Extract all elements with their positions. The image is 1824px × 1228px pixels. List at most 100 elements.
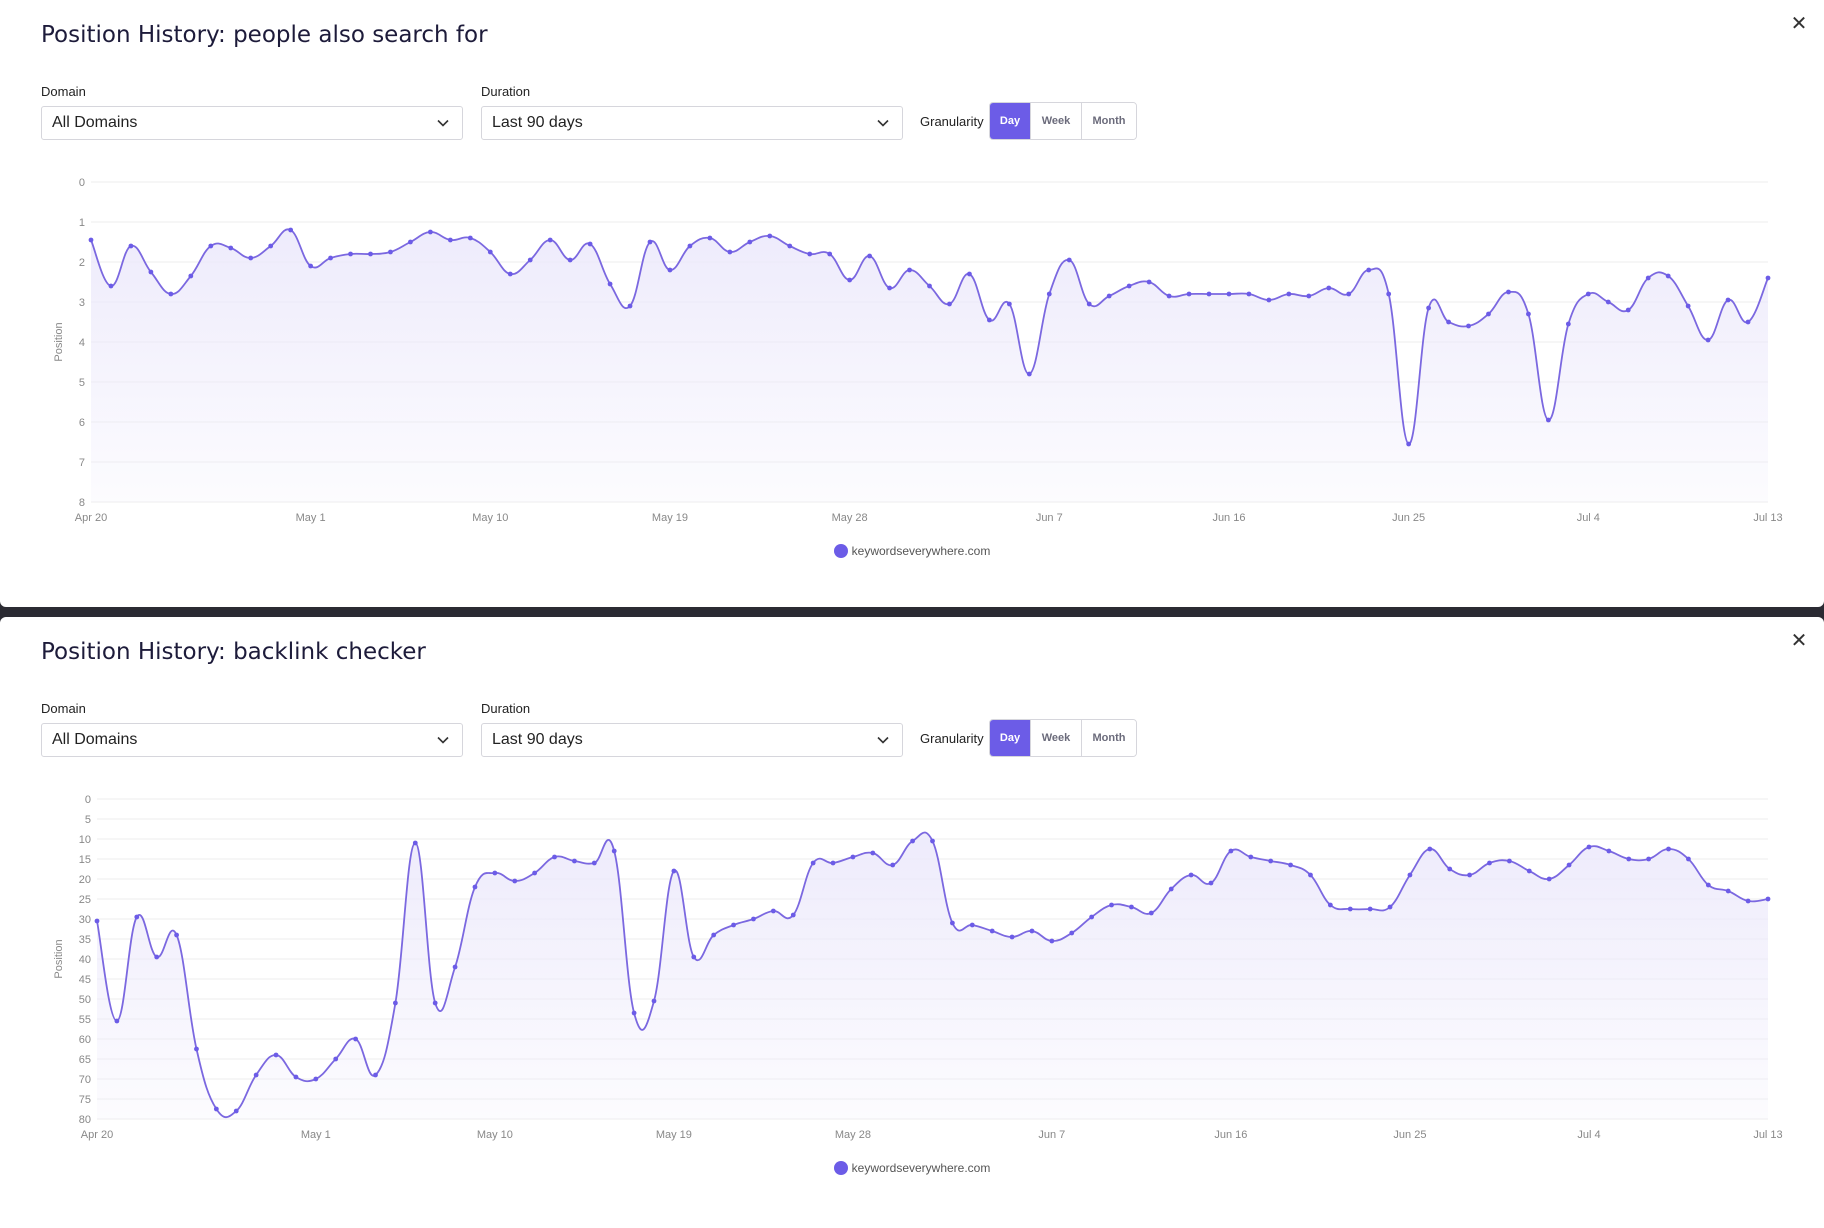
data-point bbox=[1126, 283, 1132, 289]
x-tick-label: Jul 13 bbox=[1753, 512, 1782, 524]
duration-select-value: Last 90 days bbox=[492, 114, 583, 131]
data-point bbox=[1367, 906, 1373, 912]
x-tick-label: Jun 7 bbox=[1038, 1129, 1065, 1141]
data-point bbox=[1006, 301, 1012, 307]
data-point bbox=[687, 243, 693, 249]
data-point bbox=[392, 1000, 398, 1006]
x-tick-label: May 19 bbox=[656, 1129, 692, 1141]
data-point bbox=[1226, 291, 1232, 297]
data-point bbox=[1646, 856, 1652, 862]
data-point bbox=[1725, 888, 1731, 894]
granularity-week-button[interactable]: Week bbox=[1030, 103, 1081, 139]
data-point bbox=[1268, 858, 1274, 864]
data-point bbox=[1686, 856, 1691, 862]
data-point bbox=[707, 235, 713, 241]
granularity-month-button[interactable]: Month bbox=[1081, 720, 1136, 756]
data-point bbox=[447, 237, 453, 243]
data-point bbox=[1069, 930, 1075, 936]
data-point bbox=[1666, 846, 1671, 852]
data-point bbox=[1347, 906, 1353, 912]
close-icon[interactable]: ✕ bbox=[1790, 11, 1808, 35]
data-point bbox=[293, 1074, 299, 1080]
data-point bbox=[591, 860, 597, 866]
x-tick-label: Jul 13 bbox=[1753, 1129, 1782, 1141]
data-point bbox=[1427, 846, 1433, 852]
close-icon[interactable]: ✕ bbox=[1790, 628, 1808, 652]
data-point bbox=[907, 267, 912, 273]
data-point bbox=[1266, 297, 1272, 303]
domain-select-value: All Domains bbox=[52, 114, 138, 131]
data-point bbox=[1725, 297, 1731, 303]
chevron-down-icon bbox=[877, 736, 889, 744]
data-point bbox=[1288, 862, 1293, 868]
granularity-toggle: Day Week Month bbox=[989, 719, 1137, 757]
y-tick-label: 7 bbox=[79, 457, 85, 469]
data-point bbox=[631, 1010, 637, 1016]
page-title: Position History: people also search for bbox=[41, 22, 488, 48]
x-tick-label: Apr 20 bbox=[81, 1129, 113, 1141]
data-point bbox=[388, 249, 393, 255]
data-point bbox=[188, 273, 194, 279]
data-point bbox=[870, 850, 876, 856]
position-chart: 0 1 2 3 4 5 6 7 8 Position Apr 20 May 1 May 10 May 19… bbox=[53, 177, 1783, 524]
x-tick-label: May 28 bbox=[835, 1129, 871, 1141]
data-point bbox=[353, 1036, 359, 1042]
data-point bbox=[1029, 928, 1035, 934]
data-point bbox=[1366, 267, 1372, 273]
data-point bbox=[348, 251, 353, 257]
y-tick-label: 50 bbox=[79, 994, 91, 1006]
granularity-week-button[interactable]: Week bbox=[1030, 720, 1081, 756]
data-point bbox=[368, 251, 373, 257]
data-point bbox=[1166, 293, 1172, 299]
data-point bbox=[1745, 898, 1751, 904]
data-point bbox=[248, 255, 254, 261]
data-point bbox=[1228, 848, 1234, 854]
data-point bbox=[989, 928, 995, 934]
chart-legend[interactable]: keywordseverywhere.com bbox=[0, 543, 1824, 558]
data-point bbox=[671, 868, 677, 874]
granularity-label: Granularity bbox=[920, 114, 984, 129]
data-point bbox=[1467, 872, 1473, 878]
data-point bbox=[1585, 291, 1591, 297]
duration-select[interactable]: Last 90 days bbox=[481, 723, 903, 757]
data-point bbox=[1129, 904, 1134, 910]
duration-select[interactable]: Last 90 days bbox=[481, 106, 903, 140]
data-point bbox=[228, 245, 234, 251]
data-point bbox=[233, 1108, 239, 1114]
x-tick-label: May 28 bbox=[832, 512, 868, 524]
data-point bbox=[208, 243, 214, 249]
granularity-day-button[interactable]: Day bbox=[990, 720, 1030, 756]
data-point bbox=[148, 269, 154, 275]
data-point bbox=[467, 235, 473, 241]
y-tick-label: 5 bbox=[85, 814, 91, 826]
data-point bbox=[472, 884, 478, 890]
data-point bbox=[567, 257, 573, 263]
data-point bbox=[949, 920, 955, 926]
data-point bbox=[910, 838, 916, 844]
granularity-day-button[interactable]: Day bbox=[990, 103, 1030, 139]
domain-select[interactable]: All Domains bbox=[41, 106, 463, 140]
y-tick-label: 35 bbox=[79, 934, 91, 946]
y-tick-label: 60 bbox=[79, 1034, 91, 1046]
data-point bbox=[1066, 257, 1072, 263]
y-tick-label: 55 bbox=[79, 1014, 91, 1026]
data-point bbox=[647, 239, 653, 245]
data-point bbox=[747, 239, 753, 245]
data-point bbox=[412, 840, 418, 846]
duration-label: Duration bbox=[481, 84, 531, 99]
data-point bbox=[1327, 902, 1333, 908]
data-point bbox=[790, 912, 796, 918]
domain-select[interactable]: All Domains bbox=[41, 723, 463, 757]
legend-label: keywordseverywhere.com bbox=[851, 1160, 991, 1175]
data-point bbox=[1049, 938, 1055, 944]
data-point bbox=[651, 998, 657, 1004]
data-point bbox=[1685, 303, 1691, 309]
page-title: Position History: backlink checker bbox=[41, 639, 426, 665]
data-point bbox=[108, 283, 114, 289]
granularity-month-button[interactable]: Month bbox=[1081, 103, 1136, 139]
data-point bbox=[1606, 848, 1612, 854]
data-point bbox=[333, 1056, 339, 1062]
data-point bbox=[890, 862, 896, 868]
chart-legend[interactable]: keywordseverywhere.com bbox=[0, 1160, 1824, 1175]
data-point bbox=[1046, 291, 1052, 297]
